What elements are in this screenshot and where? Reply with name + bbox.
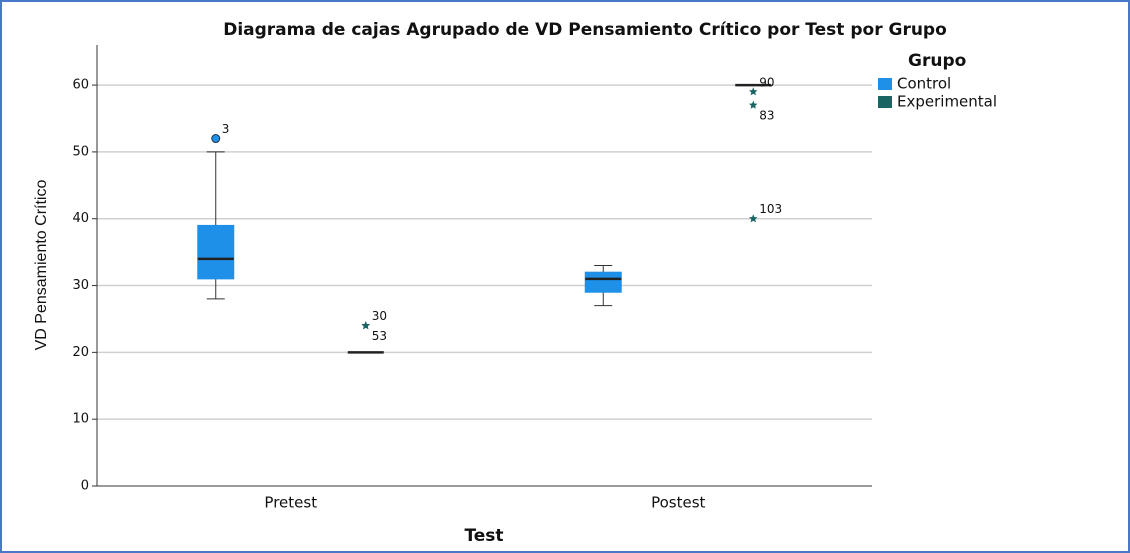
legend-label: Control bbox=[897, 75, 951, 93]
y-tick-label: 50 bbox=[72, 144, 89, 159]
x-tick-label: Postest bbox=[651, 494, 705, 512]
case-label: 53 bbox=[372, 329, 387, 343]
case-label: 30 bbox=[372, 309, 387, 323]
case-label: 3 bbox=[222, 122, 230, 136]
legend-swatch bbox=[878, 96, 892, 108]
legend-swatch bbox=[878, 78, 892, 90]
outlier bbox=[749, 100, 758, 109]
outlier bbox=[361, 321, 370, 330]
y-tick-label: 40 bbox=[72, 211, 89, 226]
case-label: 103 bbox=[759, 202, 782, 216]
y-tick-label: 30 bbox=[72, 278, 89, 293]
legend-title: Grupo bbox=[908, 51, 966, 71]
y-tick-label: 10 bbox=[72, 412, 89, 427]
box bbox=[197, 224, 235, 280]
case-label: 83 bbox=[759, 109, 774, 123]
y-tick-label: 0 bbox=[81, 479, 89, 494]
y-tick-label: 20 bbox=[72, 345, 89, 360]
chart-title: Diagrama de cajas Agrupado de VD Pensami… bbox=[223, 20, 947, 40]
box bbox=[584, 271, 622, 293]
outlier bbox=[749, 87, 758, 96]
x-axis-label: Test bbox=[464, 526, 503, 546]
case-label: 90 bbox=[759, 75, 774, 89]
x-tick-label: Pretest bbox=[264, 494, 317, 512]
outlier bbox=[749, 214, 758, 223]
legend-label: Experimental bbox=[897, 93, 997, 111]
y-axis-label: VD Pensamiento Crítico bbox=[33, 180, 50, 351]
y-tick-label: 60 bbox=[72, 78, 89, 93]
outlier bbox=[211, 134, 221, 144]
